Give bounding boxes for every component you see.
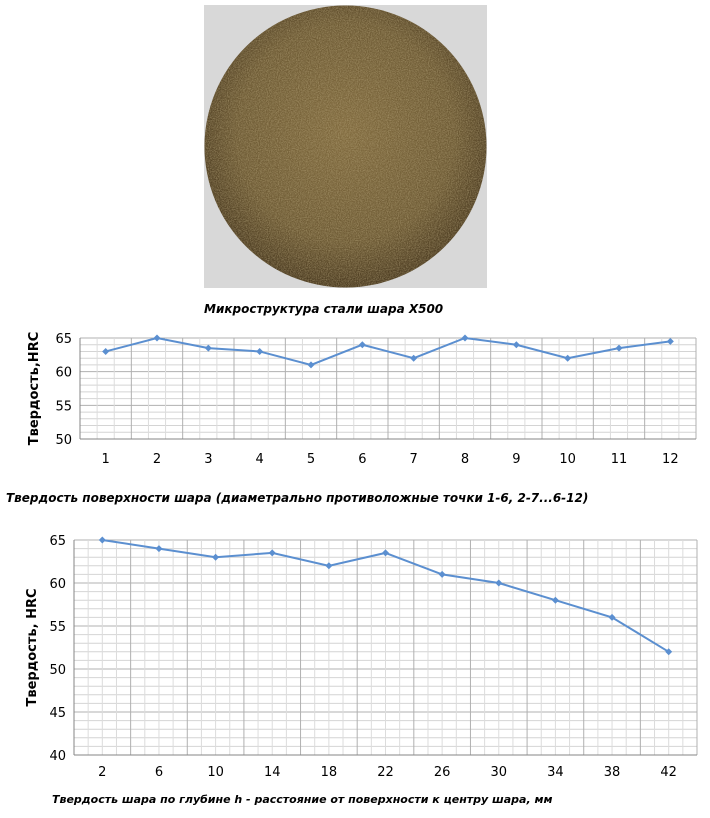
- y-tick-label: 60: [49, 577, 66, 592]
- x-tick-label: 7: [410, 452, 418, 467]
- series-line: [105, 336, 671, 366]
- data-point-marker: [212, 553, 220, 561]
- x-tick-label: 12: [662, 452, 679, 467]
- data-point-marker: [256, 347, 264, 355]
- micrograph-caption: Микроструктура стали шара Х500: [204, 302, 444, 316]
- x-tick-label: 30: [490, 765, 507, 780]
- y-axis-title: Твердость,HRC: [27, 332, 42, 445]
- x-tick-label: 1: [102, 452, 110, 467]
- y-tick-label: 50: [49, 663, 66, 678]
- y-tick-label: 55: [49, 620, 66, 635]
- y-tick-label: 50: [55, 433, 72, 448]
- data-point-marker: [551, 596, 559, 604]
- x-tick-label: 18: [321, 765, 338, 780]
- data-point-marker: [665, 648, 673, 656]
- x-tick-label: 6: [155, 765, 163, 780]
- x-tick-label: 42: [660, 765, 677, 780]
- data-point-marker: [495, 579, 503, 587]
- data-point-marker: [307, 361, 315, 369]
- y-tick-label: 65: [49, 534, 66, 549]
- data-point-marker: [564, 354, 572, 362]
- x-tick-label: 10: [559, 452, 576, 467]
- data-point-marker: [615, 344, 623, 352]
- data-point-marker: [358, 341, 366, 349]
- x-tick-label: 5: [307, 452, 315, 467]
- surface-hardness-caption: Твердость поверхности шара (диаметрально…: [6, 491, 589, 505]
- y-tick-label: 45: [49, 706, 66, 721]
- data-point-marker: [153, 334, 161, 342]
- depth-hardness-caption: Твердость шара по глубине h - расстояние…: [52, 793, 553, 806]
- x-tick-label: 4: [256, 452, 264, 467]
- y-tick-label: 40: [49, 749, 66, 764]
- data-point-marker: [438, 570, 446, 578]
- y-tick-label: 55: [55, 399, 72, 414]
- data-point-marker: [382, 549, 389, 557]
- data-point-marker: [155, 545, 163, 553]
- x-tick-label: 2: [98, 765, 106, 780]
- micrograph-grain-texture: [204, 5, 487, 288]
- x-tick-label: 9: [512, 452, 520, 467]
- y-tick-label: 65: [55, 332, 72, 347]
- x-tick-label: 10: [207, 765, 224, 780]
- x-tick-label: 34: [547, 765, 564, 780]
- data-point-marker: [512, 341, 520, 349]
- data-point-marker: [461, 334, 469, 342]
- x-tick-label: 3: [204, 452, 212, 467]
- data-point-marker: [325, 562, 333, 570]
- data-point-marker: [98, 536, 106, 544]
- x-tick-label: 22: [377, 765, 394, 780]
- x-tick-label: 26: [434, 765, 451, 780]
- y-tick-label: 60: [55, 366, 72, 381]
- data-point-marker: [102, 347, 110, 355]
- x-tick-label: 2: [153, 452, 161, 467]
- steel-microstructure-image: [204, 5, 487, 288]
- x-tick-label: 14: [264, 765, 281, 780]
- y-axis-title: Твердость, HRC: [25, 588, 40, 706]
- x-tick-label: 38: [604, 765, 621, 780]
- data-point-marker: [410, 354, 418, 362]
- data-point-marker: [204, 344, 212, 352]
- x-tick-label: 6: [358, 452, 366, 467]
- x-tick-label: 11: [611, 452, 628, 467]
- data-point-marker: [268, 549, 276, 557]
- x-tick-label: 8: [461, 452, 469, 467]
- data-point-marker: [608, 613, 616, 621]
- data-point-marker: [666, 337, 674, 345]
